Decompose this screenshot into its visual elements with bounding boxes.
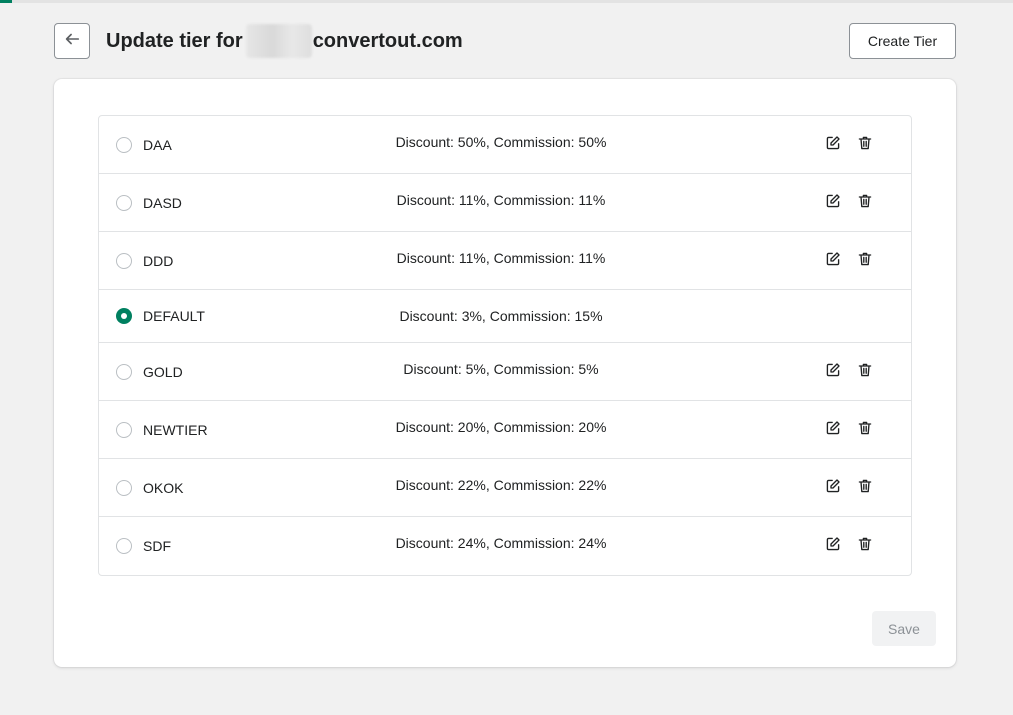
tier-name: DASD bbox=[143, 194, 182, 211]
tier-row: GOLD Discount: 5%, Commission: 5% bbox=[99, 343, 911, 401]
tier-radio[interactable] bbox=[116, 136, 132, 153]
page-title-domain: convertout.com bbox=[312, 29, 463, 52]
page-title-prefix: Update tier for bbox=[106, 29, 243, 52]
tier-detail: Discount: 24%, Commission: 24% bbox=[395, 535, 607, 551]
edit-icon[interactable] bbox=[824, 134, 842, 152]
tier-detail: Discount: 3%, Commission: 15% bbox=[399, 308, 603, 324]
trash-icon[interactable] bbox=[856, 535, 874, 553]
tier-radio[interactable] bbox=[116, 479, 132, 496]
edit-icon[interactable] bbox=[824, 419, 842, 437]
tier-name: DAA bbox=[143, 136, 172, 153]
tier-name: SDF bbox=[143, 538, 171, 554]
tier-name: DDD bbox=[143, 252, 174, 269]
tier-name: GOLD bbox=[143, 363, 183, 380]
tier-name: NEWTIER bbox=[143, 421, 208, 438]
tier-row: DAA Discount: 50%, Commission: 50% bbox=[99, 116, 911, 174]
top-progress-accent bbox=[0, 0, 12, 3]
edit-icon[interactable] bbox=[824, 361, 842, 379]
trash-icon[interactable] bbox=[856, 419, 874, 437]
top-divider bbox=[0, 0, 1013, 3]
tier-row: SDF Discount: 24%, Commission: 24% bbox=[99, 517, 911, 575]
trash-icon[interactable] bbox=[856, 361, 874, 379]
back-button[interactable] bbox=[54, 23, 90, 59]
edit-icon[interactable] bbox=[824, 477, 842, 495]
page-title: Update tier for convertout.com bbox=[106, 24, 463, 58]
tier-list: DAA Discount: 50%, Commission: 50% DASD Dis… bbox=[98, 115, 912, 576]
tier-radio[interactable] bbox=[116, 538, 132, 554]
edit-icon[interactable] bbox=[824, 535, 842, 553]
tier-row: DASD Discount: 11%, Commission: 11% bbox=[99, 174, 911, 232]
tier-detail: Discount: 50%, Commission: 50% bbox=[395, 134, 607, 150]
tier-detail: Discount: 22%, Commission: 22% bbox=[395, 477, 607, 493]
tier-radio[interactable] bbox=[116, 252, 132, 269]
tier-name: OKOK bbox=[143, 479, 184, 496]
edit-icon[interactable] bbox=[824, 250, 842, 268]
redacted-store-name bbox=[245, 24, 312, 58]
create-tier-button[interactable]: Create Tier bbox=[849, 23, 956, 59]
tier-row: OKOK Discount: 22%, Commission: 22% bbox=[99, 459, 911, 517]
trash-icon[interactable] bbox=[856, 250, 874, 268]
tier-detail: Discount: 11%, Commission: 11% bbox=[396, 250, 606, 266]
trash-icon[interactable] bbox=[856, 477, 874, 495]
tier-name: DEFAULT bbox=[143, 308, 205, 324]
tier-radio[interactable] bbox=[116, 308, 132, 324]
tier-detail: Discount: 20%, Commission: 20% bbox=[395, 419, 607, 435]
tier-radio[interactable] bbox=[116, 363, 132, 380]
edit-icon[interactable] bbox=[824, 192, 842, 210]
trash-icon[interactable] bbox=[856, 134, 874, 152]
tier-radio[interactable] bbox=[116, 194, 132, 211]
page-header: Update tier for convertout.com Create Ti… bbox=[54, 23, 956, 59]
tier-card: DAA Discount: 50%, Commission: 50% DASD Dis… bbox=[54, 79, 956, 667]
arrow-left-icon bbox=[63, 30, 81, 53]
tier-radio[interactable] bbox=[116, 421, 132, 438]
tier-detail: Discount: 5%, Commission: 5% bbox=[403, 361, 599, 377]
tier-row: NEWTIER Discount: 20%, Commission: 20% bbox=[99, 401, 911, 459]
tier-row: DDD Discount: 11%, Commission: 11% bbox=[99, 232, 911, 290]
save-button[interactable]: Save bbox=[872, 611, 936, 646]
tier-row: DEFAULT Discount: 3%, Commission: 15% bbox=[99, 290, 911, 343]
trash-icon[interactable] bbox=[856, 192, 874, 210]
tier-detail: Discount: 11%, Commission: 11% bbox=[396, 192, 606, 208]
